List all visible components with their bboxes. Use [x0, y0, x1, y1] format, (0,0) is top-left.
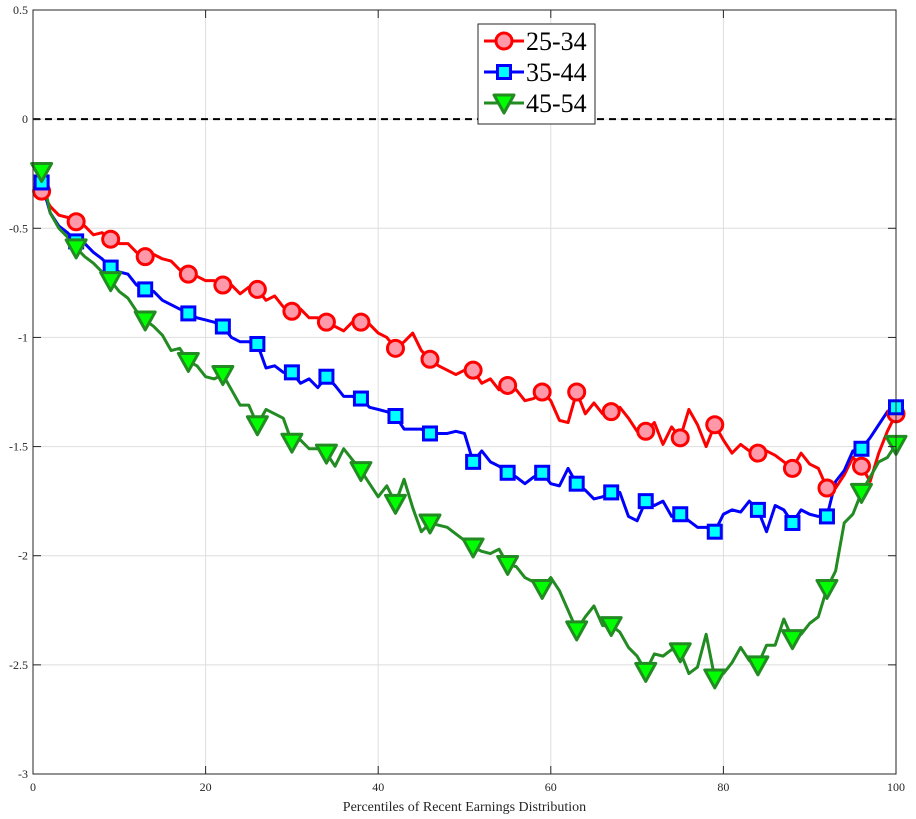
data-point-25-34 [498, 375, 518, 395]
data-point-45-54 [668, 642, 692, 664]
legend-label-25-34: 25-34 [526, 27, 587, 56]
legend-marker-25-34 [494, 31, 514, 51]
data-point-45-54 [99, 271, 123, 293]
data-point-25-34 [601, 402, 621, 422]
data-point-45-54 [599, 616, 623, 638]
data-point-45-54 [815, 578, 839, 600]
data-point-25-34 [748, 443, 768, 463]
data-point-25-34 [817, 478, 837, 498]
data-point-45-54 [530, 578, 554, 600]
data-point-35-44 [318, 368, 335, 385]
data-point-25-34 [420, 349, 440, 369]
data-point-35-44 [637, 493, 654, 510]
series-lines [40, 171, 898, 680]
data-point-45-54 [280, 432, 304, 454]
data-point-25-34 [247, 279, 267, 299]
x-tick-label: 80 [717, 780, 729, 794]
y-tick-label: -0.5 [9, 221, 28, 235]
data-point-35-44 [137, 281, 154, 298]
data-point-45-54 [383, 493, 407, 515]
data-point-25-34 [463, 360, 483, 380]
data-point-45-54 [496, 554, 520, 576]
x-tick-label: 40 [372, 780, 384, 794]
data-point-25-34 [316, 312, 336, 332]
legend-marker-35-44 [496, 64, 512, 80]
data-point-35-44 [283, 364, 300, 381]
data-point-25-34 [385, 338, 405, 358]
axis-ticks: 0 20 40 60 80 100 -3 -2.5 -2 -1.5 -1 -0.5 0 0.5 [9, 3, 905, 794]
data-point-45-54 [245, 415, 269, 437]
data-point-35-44 [421, 425, 438, 442]
x-axis-label: Percentiles of Recent Earnings Distribut… [343, 800, 586, 815]
data-point-45-54 [314, 443, 338, 465]
data-point-45-54 [30, 162, 54, 184]
y-tick-label: 0.5 [13, 3, 28, 17]
data-point-35-44 [706, 523, 723, 540]
plot-frame [32, 9, 897, 775]
data-point-25-34 [532, 382, 552, 402]
data-point-45-54 [746, 655, 770, 677]
data-point-25-34 [351, 312, 371, 332]
y-tick-label: -3 [18, 767, 28, 781]
data-point-25-34 [636, 421, 656, 441]
data-point-45-54 [703, 668, 727, 690]
legend-label-35-44: 35-44 [526, 58, 587, 87]
data-point-35-44 [603, 484, 620, 501]
data-point-45-54 [780, 629, 804, 651]
series-line-35-44 [40, 182, 897, 534]
data-point-35-44 [465, 453, 482, 470]
data-point-35-44 [352, 390, 369, 407]
data-point-25-34 [66, 212, 86, 232]
y-tick-label: -2.5 [9, 658, 28, 672]
data-point-35-44 [387, 408, 404, 425]
data-point-45-54 [211, 365, 235, 387]
data-point-25-34 [178, 264, 198, 284]
data-point-25-34 [851, 456, 871, 476]
data-point-35-44 [853, 440, 870, 457]
data-point-25-34 [282, 301, 302, 321]
data-point-35-44 [672, 506, 689, 523]
data-point-45-54 [418, 513, 442, 535]
data-point-25-34 [567, 382, 587, 402]
data-point-45-54 [349, 461, 373, 483]
data-point-45-54 [133, 310, 157, 332]
data-point-45-54 [64, 238, 88, 260]
series-line-45-54 [40, 171, 898, 680]
data-point-35-44 [818, 508, 835, 525]
data-point-35-44 [249, 335, 266, 352]
data-point-35-44 [499, 464, 516, 481]
data-point-35-44 [534, 464, 551, 481]
legend-label-45-54: 45-54 [526, 89, 587, 118]
data-point-45-54 [565, 620, 589, 642]
data-point-35-44 [784, 514, 801, 531]
data-point-25-34 [705, 415, 725, 435]
data-point-45-54 [176, 351, 200, 373]
x-tick-label: 100 [887, 780, 905, 794]
legend-marker-45-54 [492, 93, 516, 115]
data-point-45-54 [634, 661, 658, 683]
data-point-25-34 [101, 229, 121, 249]
data-point-25-34 [670, 428, 690, 448]
data-point-25-34 [135, 247, 155, 267]
x-tick-label: 20 [200, 780, 212, 794]
data-point-45-54 [849, 482, 873, 504]
data-point-25-34 [782, 458, 802, 478]
data-point-45-54 [461, 537, 485, 559]
data-point-35-44 [180, 305, 197, 322]
data-point-25-34 [213, 275, 233, 295]
y-tick-label: -1 [18, 330, 28, 344]
data-point-35-44 [568, 475, 585, 492]
y-tick-label: -1.5 [9, 440, 28, 454]
x-tick-label: 60 [545, 780, 557, 794]
data-point-35-44 [749, 501, 766, 518]
y-tick-label: -2 [18, 549, 28, 563]
y-tick-label: 0 [22, 112, 28, 126]
series-markers [30, 162, 908, 690]
data-point-35-44 [214, 318, 231, 335]
x-tick-label: 0 [30, 780, 36, 794]
